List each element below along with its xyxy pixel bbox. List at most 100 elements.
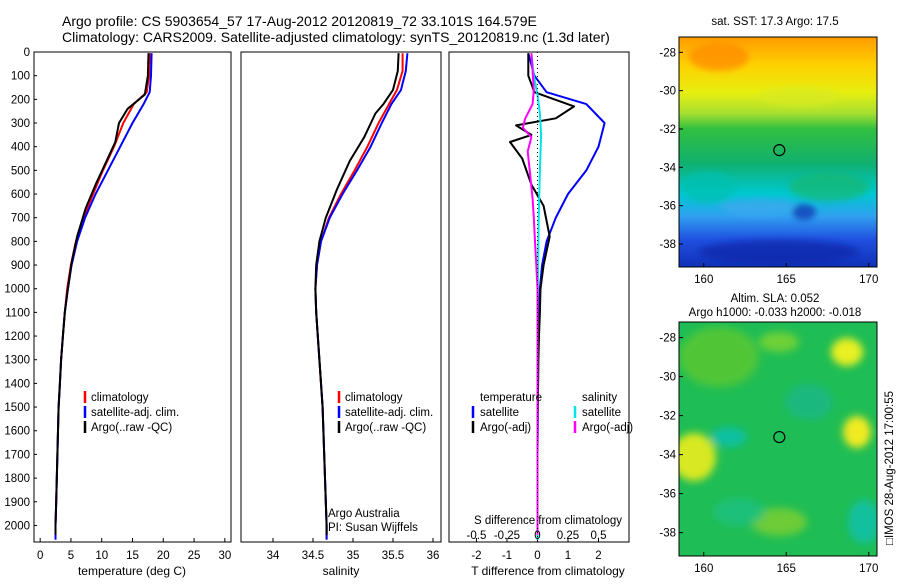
legend-label-argo: Argo(..raw -QC) — [91, 422, 172, 434]
s-tick-label: 0.5 — [590, 530, 606, 542]
sst-map-ticks: 160 165 170 -28 -30 -32 -34 -36 -38 — [659, 47, 878, 286]
map-y-tick-label: -32 — [659, 411, 676, 423]
depth-tick-label: 1100 — [5, 307, 30, 319]
temperature-lines — [54, 53, 153, 540]
legend-label-satellite: satellite-adj. clim. — [91, 407, 179, 419]
x-tick-label: 0 — [37, 550, 43, 562]
x-tick-label: 15 — [126, 550, 139, 562]
difference-panel: -2 -1 0 1 2 temperature salinity satellite A… — [448, 51, 633, 578]
map-x-tick-label: 165 — [777, 563, 796, 575]
map-y-tick-label: -32 — [659, 124, 676, 136]
sla-argo-position-marker — [773, 430, 786, 444]
map-x-tick-label: 170 — [859, 274, 878, 286]
temperature-axes — [33, 51, 232, 543]
x-tick-label: 34.5 — [302, 550, 324, 562]
sla-map-ticks: 160 165 170 -28 -30 -32 -34 -36 -38 — [659, 333, 878, 575]
map-y-tick-label: -38 — [659, 528, 676, 540]
difference-legend: temperature salinity satellite Argo(-adj… — [471, 392, 633, 434]
sla-map-panel: Altim. SLA: 0.052 Argo h1000: -0.033 h20… — [659, 293, 878, 575]
temperature-xlabel: temperature (deg C) — [78, 564, 186, 578]
s-tick-label: -0.5 — [467, 530, 487, 542]
x-tick-label: 35.5 — [382, 550, 404, 562]
depth-tick-label: 100 — [11, 71, 30, 83]
salinity-xticks: 34 34.5 35 35.5 36 — [267, 538, 440, 562]
depth-tick-label: 1700 — [4, 449, 30, 461]
legend-header-salinity: salinity — [582, 392, 617, 404]
map-y-tick-label: -30 — [659, 86, 676, 98]
legend-label-satellite: satellite-adj. clim. — [345, 407, 433, 419]
sst-map-frame — [678, 36, 878, 268]
salinity-axes — [240, 51, 442, 543]
map-y-tick-label: -38 — [659, 239, 676, 251]
depth-tick-label: 700 — [11, 213, 30, 225]
depth-tick-label: 1800 — [4, 473, 30, 485]
legend-label-climatology: climatology — [345, 392, 403, 404]
depth-tick-label: 2000 — [4, 520, 30, 532]
salinity-xlabel: salinity — [323, 564, 360, 578]
depth-tick-label: 500 — [11, 165, 30, 177]
x-tick-label: 10 — [95, 550, 108, 562]
x-tick-label: 25 — [188, 550, 201, 562]
sla-map-frame — [678, 321, 878, 557]
salinity-legend: climatology satellite-adj. clim. Argo(..… — [337, 391, 433, 434]
map-x-tick-label: 170 — [859, 563, 878, 575]
header-line2: Climatology: CARS2009. Satellite-adjuste… — [62, 29, 610, 45]
depth-tick-label: 1300 — [4, 355, 30, 367]
map-y-tick-label: -36 — [659, 489, 676, 501]
x-tick-label: 0 — [534, 550, 540, 562]
series-line-argo-raw-qc- — [314, 53, 400, 535]
temperature-legend: climatology satellite-adj. clim. Argo(..… — [83, 391, 179, 434]
legend-label-t-satellite: satellite — [480, 407, 519, 419]
map-y-tick-label: -34 — [659, 162, 676, 174]
x-tick-label: -2 — [471, 550, 481, 562]
legend-label-climatology: climatology — [91, 392, 149, 404]
sst-map-panel: sat. SST: 17.3 Argo: 17.5 — [659, 16, 878, 286]
legend-label-s-argo: Argo(-adj) — [582, 422, 633, 434]
sst-map-title: sat. SST: 17.3 Argo: 17.5 — [711, 16, 838, 28]
depth-tick-label: 400 — [11, 142, 30, 154]
depth-tick-label: 0 — [24, 47, 30, 59]
series-line-argo-raw-qc- — [54, 53, 150, 535]
legend-label-t-argo: Argo(-adj) — [480, 422, 531, 434]
x-tick-label: 36 — [427, 550, 440, 562]
depth-tick-label: 1900 — [4, 497, 30, 509]
s-tick-label: 0.25 — [557, 530, 579, 542]
map-y-tick-label: -34 — [659, 450, 676, 462]
x-tick-label: 30 — [218, 550, 231, 562]
difference-lines — [509, 52, 606, 542]
x-tick-label: 35 — [347, 550, 360, 562]
salinity-lines — [314, 53, 409, 540]
map-x-tick-label: 160 — [694, 563, 713, 575]
x-tick-label: 2 — [595, 550, 601, 562]
sla-map-subtitle: Argo h1000: -0.033 h2000: -0.018 — [689, 307, 862, 319]
depth-tick-label: 900 — [11, 260, 30, 272]
map-x-tick-label: 160 — [694, 274, 713, 286]
depth-tick-label: 600 — [11, 189, 30, 201]
sst-heatmap — [679, 37, 877, 267]
depth-tick-label: 1600 — [4, 426, 30, 438]
legend-label-argo: Argo(..raw -QC) — [345, 422, 426, 434]
depth-tick-label: 1200 — [4, 331, 30, 343]
sst-argo-position-marker — [773, 144, 786, 157]
map-y-tick-label: -28 — [659, 47, 676, 59]
x-tick-label: 34 — [267, 550, 280, 562]
s-tick-label: 0 — [534, 530, 540, 542]
sla-map-title: Altim. SLA: 0.052 — [731, 293, 820, 305]
temperature-xticks: 0 5 10 15 20 25 30 — [37, 538, 231, 562]
map-x-tick-label: 165 — [777, 274, 796, 286]
sla-heatmap — [679, 322, 877, 556]
difference-s-label: S difference from climatology — [474, 515, 622, 527]
depth-tick-label: 1400 — [4, 378, 30, 390]
map-y-tick-label: -36 — [659, 201, 676, 213]
s-tick-label: -0.25 — [494, 530, 520, 542]
annotation-argo-australia: Argo Australia — [328, 508, 400, 520]
x-tick-label: 20 — [157, 550, 170, 562]
depth-tick-label: 1500 — [4, 402, 30, 414]
map-y-tick-label: -30 — [659, 372, 676, 384]
imos-timestamp: □IMOS 28-Aug-2012 17:00:55 — [884, 391, 896, 545]
depth-tick-label: 300 — [11, 118, 30, 130]
depth-tick-label: 800 — [11, 236, 30, 248]
annotation-pi: PI: Susan Wijffels — [328, 522, 418, 534]
temperature-panel: 0100200300400500600700800900100011001200… — [4, 47, 452, 578]
